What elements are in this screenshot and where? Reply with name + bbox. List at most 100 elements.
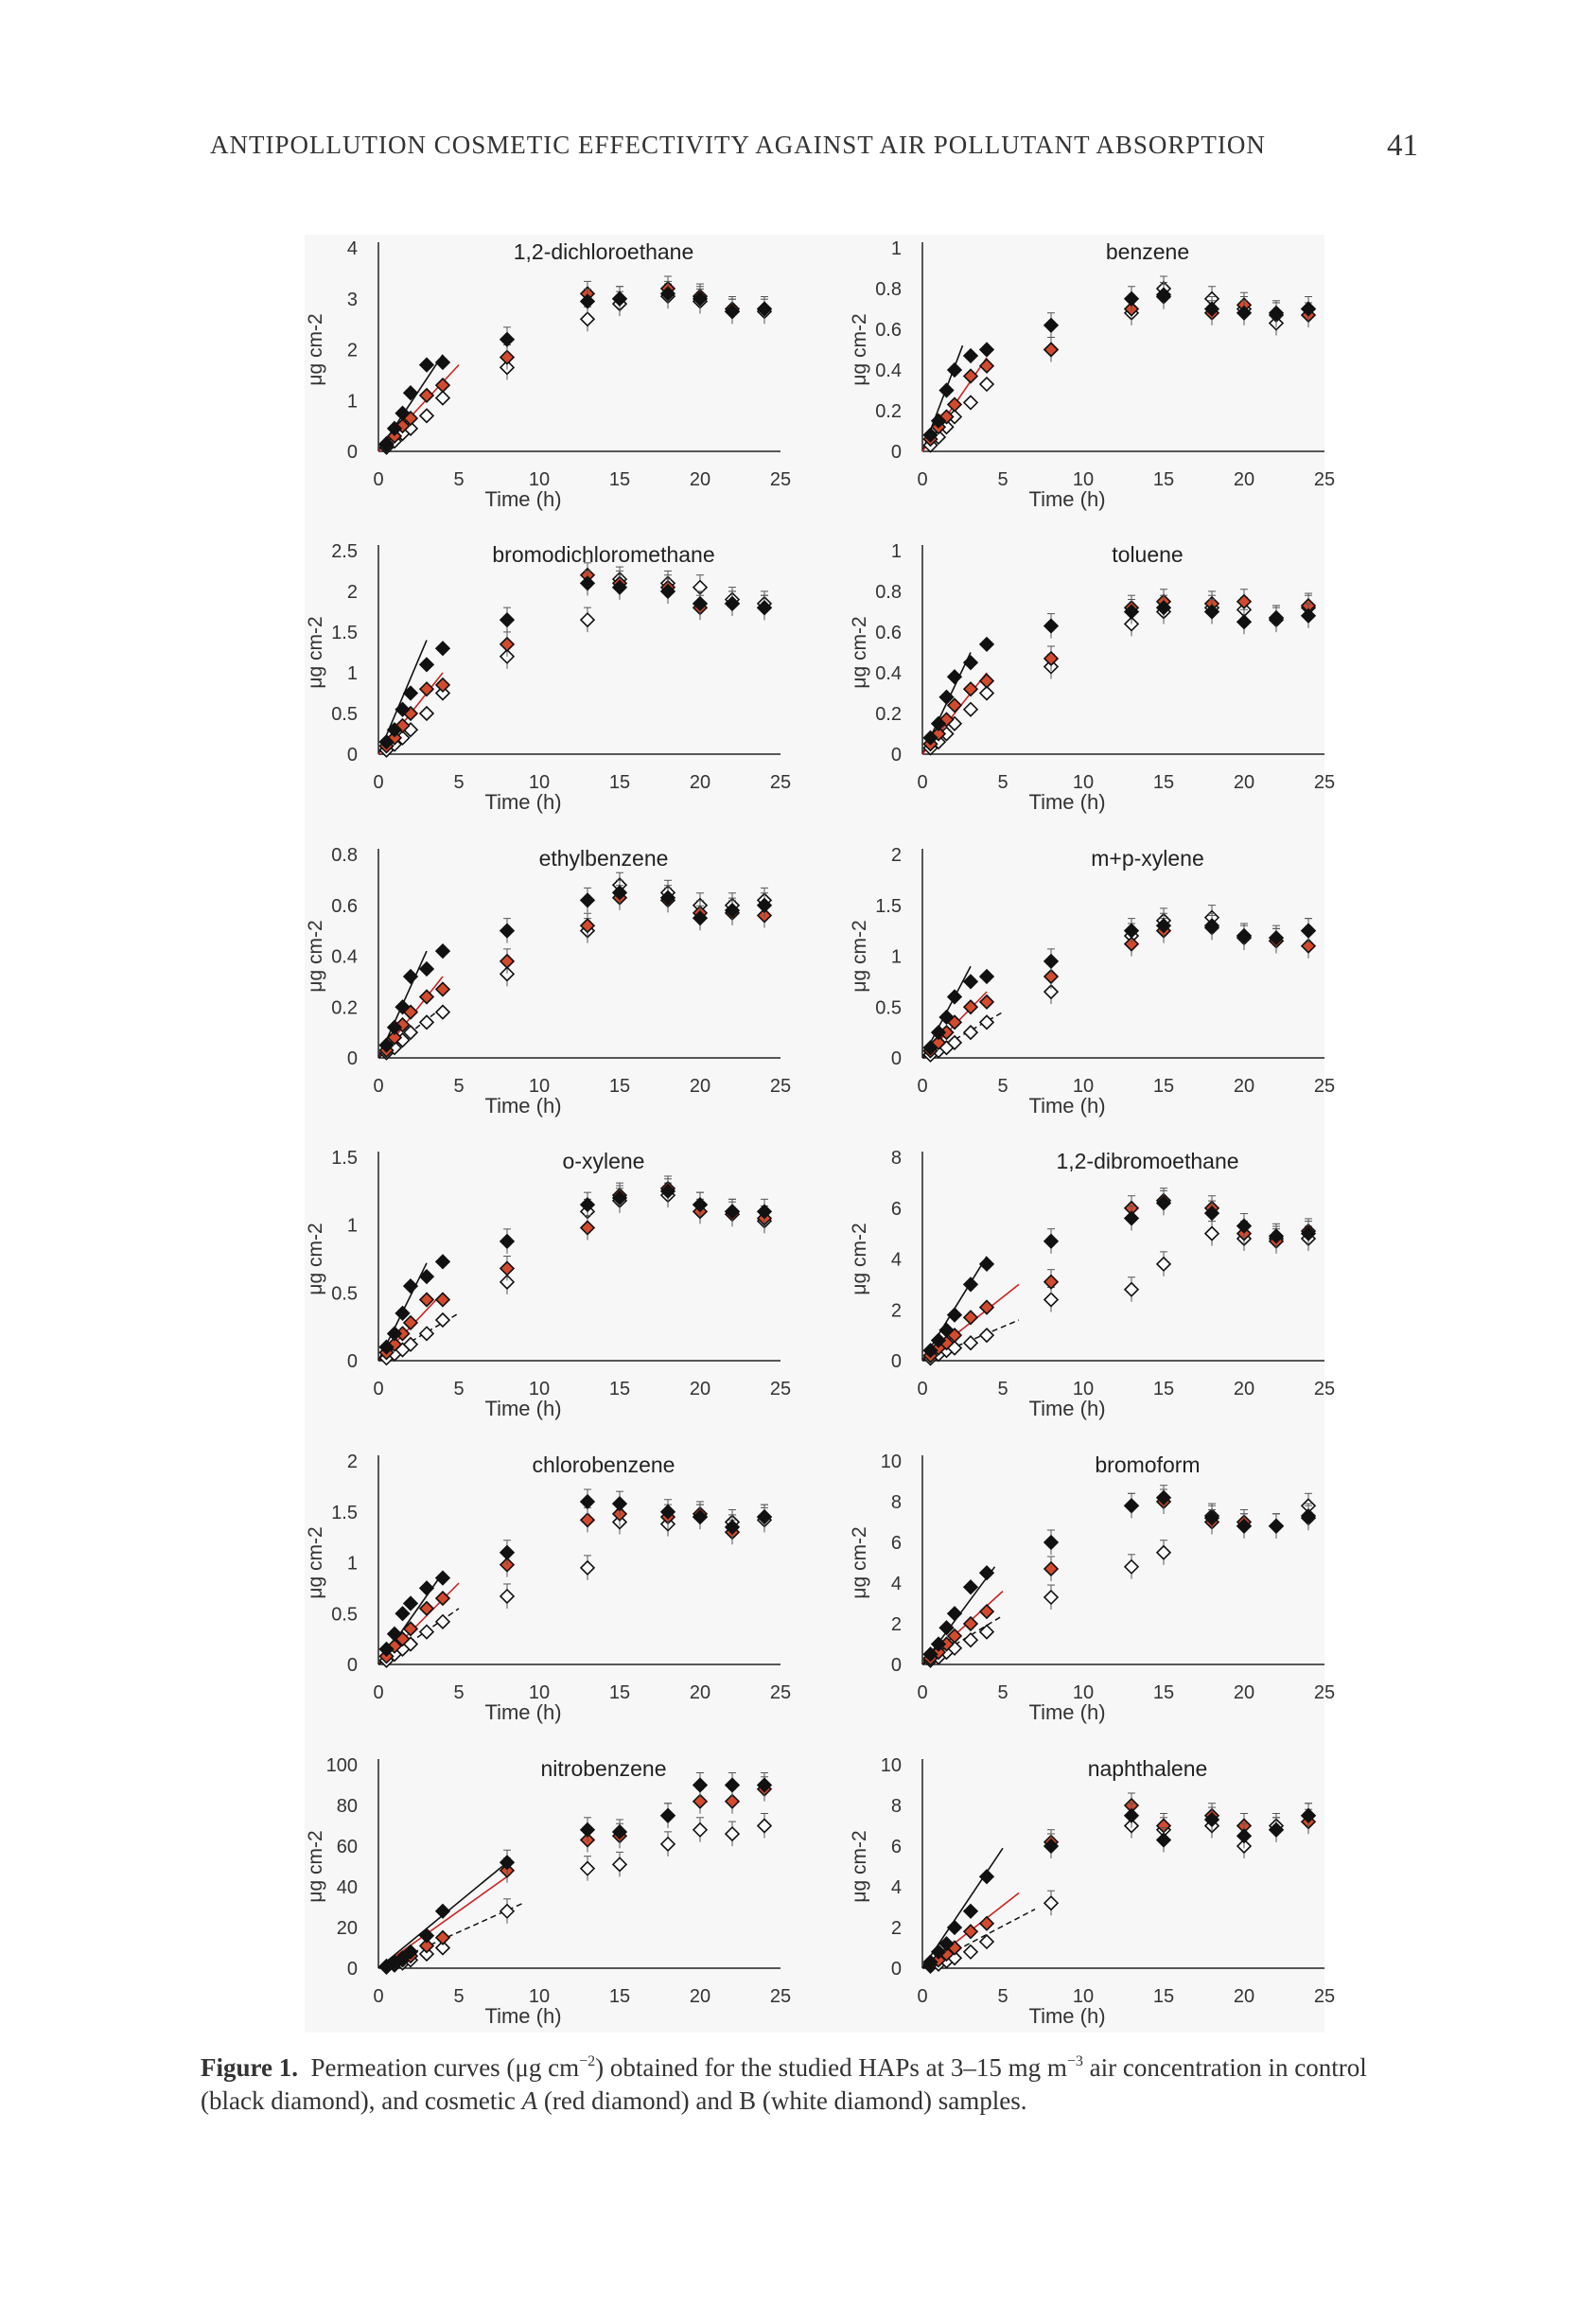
- marker-cosmetic-a: [402, 1314, 419, 1330]
- marker-control: [978, 1565, 995, 1581]
- marker-control: [930, 1944, 947, 1960]
- marker-control: [962, 347, 979, 364]
- y-tick-label: 0: [891, 1959, 902, 1980]
- marker-control: [579, 293, 596, 309]
- marker-cosmetic-b: [579, 611, 596, 628]
- x-tick-label: 20: [690, 1682, 710, 1703]
- x-tick-label: 5: [453, 1076, 464, 1097]
- marker-cosmetic-b: [418, 1014, 435, 1030]
- marker-cosmetic-a: [434, 1929, 451, 1945]
- y-tick-label: 6: [891, 1837, 902, 1857]
- marker-control: [946, 361, 963, 378]
- y-tick-label: 1.5: [875, 896, 902, 917]
- y-tick-label: 4: [891, 1250, 902, 1271]
- y-tick-label: 2: [891, 845, 902, 866]
- marker-control: [402, 385, 419, 401]
- marker-cosmetic-a: [962, 999, 979, 1015]
- marker-control: [1155, 1195, 1172, 1211]
- y-tick-label: 0.6: [331, 896, 358, 917]
- marker-control: [938, 1009, 955, 1026]
- marker-cosmetic-b: [962, 1335, 979, 1351]
- marker-control: [1268, 930, 1285, 946]
- chart-title: 1,2-dibromoethane: [1056, 1149, 1238, 1173]
- x-tick-label: 0: [917, 1076, 927, 1097]
- marker-control: [1203, 1811, 1220, 1828]
- marker-control: [1236, 305, 1253, 321]
- x-axis-label: Time (h): [484, 1094, 561, 1118]
- marker-cosmetic-b: [962, 1944, 979, 1960]
- marker-control: [1043, 1534, 1060, 1551]
- x-tick-label: 25: [1314, 772, 1335, 793]
- marker-cosmetic-b: [499, 1903, 516, 1919]
- marker-control: [962, 1903, 979, 1919]
- marker-control: [1203, 301, 1220, 317]
- marker-cosmetic-a: [946, 396, 963, 413]
- marker-cosmetic-a: [499, 636, 516, 653]
- page-number: 41: [1387, 129, 1418, 163]
- chart-title: bromoform: [1095, 1452, 1200, 1477]
- marker-control: [1268, 1822, 1285, 1838]
- marker-control: [962, 1276, 979, 1293]
- marker-cosmetic-a: [724, 1793, 741, 1809]
- y-tick-label: 0: [347, 1351, 358, 1372]
- y-axis-label: μg cm-2: [849, 1830, 870, 1902]
- x-tick-label: 5: [453, 469, 464, 490]
- y-tick-label: 4: [891, 1574, 902, 1594]
- x-axis-label: Time (h): [484, 2004, 561, 2028]
- y-tick-label: 0: [891, 745, 902, 766]
- y-tick-label: 0.8: [875, 582, 902, 603]
- x-tick-label: 25: [1314, 1986, 1335, 2007]
- x-tick-label: 0: [373, 1986, 383, 2007]
- marker-cosmetic-a: [978, 1915, 995, 1931]
- marker-cosmetic-a: [1123, 936, 1140, 952]
- x-tick-label: 15: [609, 469, 630, 490]
- x-tick-label: 0: [373, 1682, 383, 1703]
- marker-control: [611, 290, 628, 307]
- x-tick-label: 25: [770, 469, 791, 490]
- marker-cosmetic-b: [1155, 1256, 1172, 1273]
- marker-control: [946, 1919, 963, 1936]
- marker-control: [402, 1278, 419, 1294]
- x-tick-label: 5: [453, 1682, 464, 1703]
- marker-control: [1123, 1210, 1140, 1226]
- marker-control: [378, 733, 395, 750]
- marker-cosmetic-a: [978, 358, 995, 374]
- y-tick-label: 0.4: [331, 947, 358, 968]
- marker-cosmetic-b: [978, 376, 995, 393]
- marker-control: [930, 1332, 947, 1348]
- marker-control: [395, 1606, 411, 1622]
- x-tick-label: 25: [1314, 1076, 1335, 1097]
- marker-control: [962, 974, 979, 990]
- x-tick-label: 15: [609, 1986, 630, 2007]
- x-tick-label: 25: [770, 1076, 791, 1097]
- marker-cosmetic-a: [1043, 968, 1060, 985]
- marker-control: [1300, 1225, 1317, 1241]
- marker-control: [938, 1620, 955, 1636]
- x-tick-label: 0: [917, 772, 927, 793]
- y-tick-label: 0: [891, 1351, 902, 1372]
- y-tick-label: 1: [891, 947, 902, 968]
- marker-control: [434, 1903, 451, 1919]
- x-axis-label: Time (h): [484, 790, 561, 814]
- marker-cosmetic-a: [434, 1590, 451, 1607]
- x-axis-label: Time (h): [1028, 2004, 1105, 2028]
- y-tick-label: 0.2: [875, 704, 902, 725]
- marker-control: [756, 301, 773, 317]
- y-tick-label: 0.4: [875, 361, 902, 381]
- y-tick-label: 0.5: [331, 1283, 358, 1304]
- marker-control: [930, 1024, 947, 1041]
- marker-control: [938, 689, 955, 705]
- marker-control: [499, 611, 516, 628]
- x-tick-label: 10: [529, 1986, 550, 2007]
- x-tick-label: 20: [1234, 1986, 1254, 2007]
- marker-control: [611, 1496, 628, 1512]
- x-tick-label: 20: [1234, 1379, 1254, 1399]
- marker-control: [1043, 1838, 1060, 1855]
- marker-control: [946, 669, 963, 685]
- marker-cosmetic-a: [579, 918, 596, 934]
- y-axis-label: μg cm-2: [305, 313, 326, 385]
- marker-control: [402, 1595, 419, 1611]
